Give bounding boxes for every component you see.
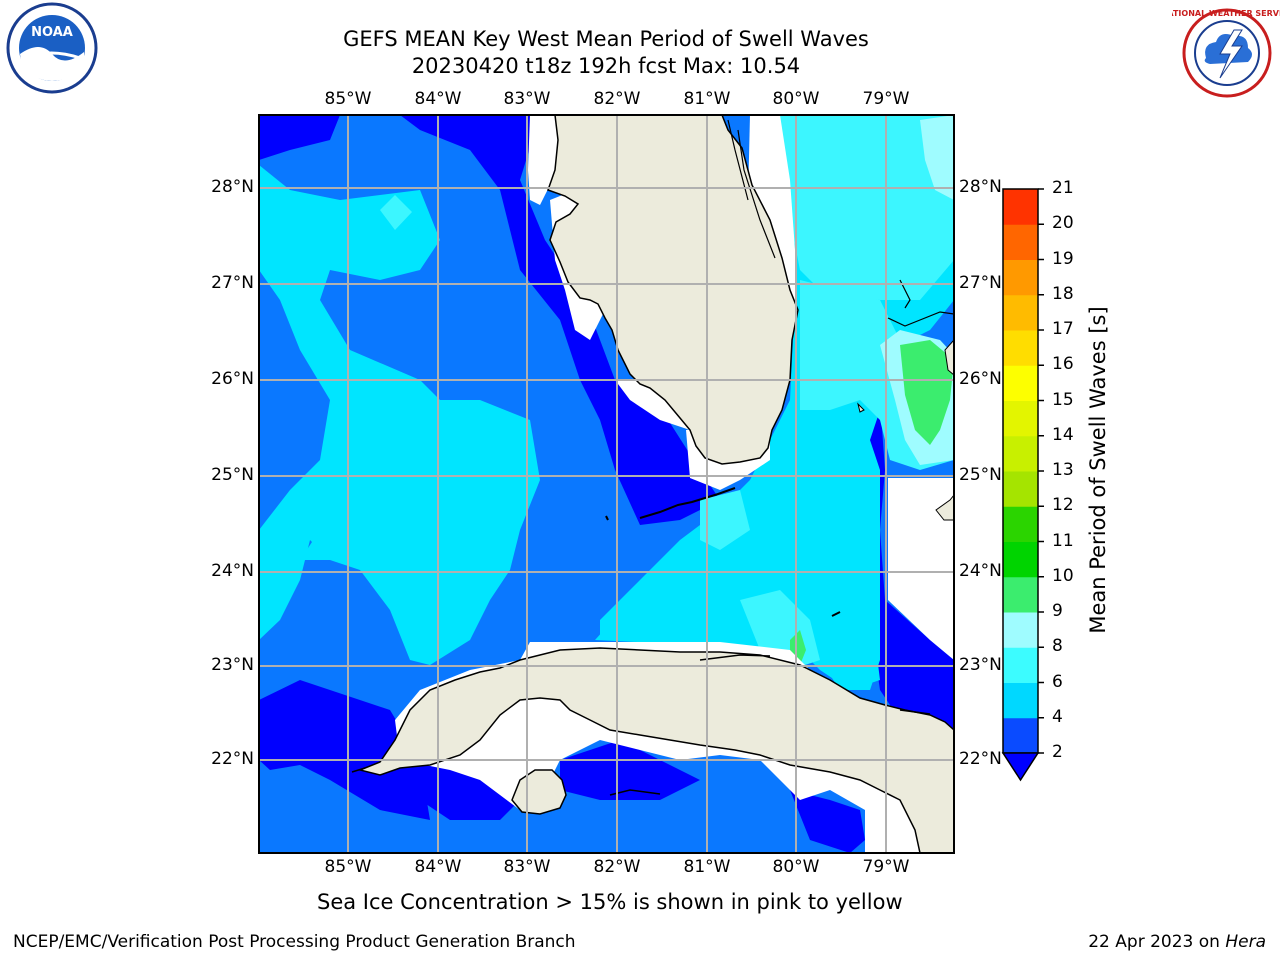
lat-label-right: 27°N	[959, 273, 1002, 293]
colorbar-segment	[1003, 189, 1038, 225]
colorbar-tick-label: 20	[1052, 213, 1074, 234]
colorbar-tick-label: 13	[1052, 460, 1074, 480]
dark-blue-zone	[259, 680, 430, 820]
colorbar-segment	[1003, 365, 1038, 401]
dark-blue-zone	[560, 740, 700, 800]
colorbar-segment	[1003, 435, 1038, 472]
svg-text:NATIONAL WEATHER SERVICE: NATIONAL WEATHER SERVICE	[1172, 9, 1280, 18]
map-grid	[259, 115, 954, 853]
colorbar-tick-label: 9	[1052, 601, 1063, 621]
colorbar-tick-label: 16	[1052, 354, 1074, 375]
map-subtitle: 20230420 t18z 192h fcst Max: 10.54	[411, 54, 801, 78]
colorbar-segment	[1003, 576, 1038, 613]
no-data-area	[888, 478, 954, 660]
period-6-8-zone	[770, 115, 954, 300]
no-data-area	[528, 115, 560, 205]
colorbar-tick-label: 19	[1052, 248, 1074, 269]
lat-label-right: 25°N	[959, 465, 1002, 485]
lat-label-left: 28°N	[211, 177, 254, 197]
colorbar-extend-arrow	[1001, 752, 1040, 782]
lon-label-top: 79°W	[862, 89, 910, 109]
colorbar-tick-label: 11	[1052, 530, 1074, 551]
lat-label-right: 28°N	[959, 177, 1002, 197]
footer-credit: NCEP/EMC/Verification Post Processing Pr…	[13, 932, 576, 952]
nws-logo: NATIONAL WEATHER SERVICE	[1172, 8, 1280, 98]
colorbar-tick-label: 17	[1052, 319, 1074, 339]
colorbar-segment	[1003, 471, 1038, 507]
map-title: GEFS MEAN Key West Mean Period of Swell …	[343, 27, 869, 51]
lon-label-top: 83°W	[503, 89, 551, 109]
lat-label-right: 24°N	[959, 561, 1002, 581]
lon-label-top: 82°W	[593, 89, 641, 109]
colorbar-segment	[1003, 400, 1038, 437]
cuba-land	[357, 647, 954, 853]
lat-label-right: 23°N	[959, 655, 1002, 675]
lat-label-right: 26°N	[959, 369, 1002, 389]
footer-date-text: 22 Apr 2023 on	[1088, 932, 1220, 952]
colorbar-tick-label: 8	[1052, 636, 1063, 657]
colorbar-segment	[1003, 259, 1038, 296]
period-6-8-zone	[380, 195, 412, 230]
lat-label-left: 22°N	[211, 749, 254, 769]
period-9-10-zone	[900, 340, 954, 445]
lon-label-top: 85°W	[324, 89, 372, 109]
colorbar-segment	[1003, 717, 1038, 754]
colorbar-segment	[1003, 294, 1038, 331]
lat-label-left: 26°N	[211, 369, 254, 389]
period-4-6-zone	[300, 515, 380, 560]
footer-host: Hera	[1225, 932, 1266, 952]
lat-label-left: 24°N	[211, 561, 254, 581]
dark-blue-zone	[790, 790, 865, 853]
lon-label-bottom: 82°W	[593, 857, 641, 877]
colorbar-tick-label: 21	[1052, 178, 1074, 198]
dark-blue-zone	[259, 115, 340, 160]
colorbar-segment	[1003, 506, 1038, 542]
dark-blue-zone	[860, 350, 954, 740]
map-frame	[258, 114, 955, 854]
colorbar-label: Mean Period of Swell Waves [s]	[1086, 306, 1110, 634]
lon-label-bottom: 80°W	[772, 857, 820, 877]
colorbar-segment	[1003, 330, 1038, 366]
colorbar-tick-label: 2	[1052, 742, 1063, 762]
footer-date: 22 Apr 2023 on Hera	[1088, 932, 1266, 952]
svg-text:NOAA: NOAA	[31, 25, 73, 40]
colorbar-segment	[1003, 541, 1038, 578]
lon-label-top: 80°W	[772, 89, 820, 109]
sea-ice-caption: Sea Ice Concentration > 15% is shown in …	[317, 890, 903, 914]
colorbar-tick-label: 4	[1052, 706, 1063, 727]
florida-keys	[639, 487, 736, 519]
lon-label-bottom: 79°W	[862, 857, 910, 877]
period-8-9-zone	[920, 115, 954, 200]
lon-label-bottom: 83°W	[503, 857, 551, 877]
lon-label-bottom: 81°W	[683, 857, 731, 877]
noaa-logo: NOAA	[6, 2, 98, 94]
lon-label-top: 84°W	[414, 89, 462, 109]
colorbar-segment	[1003, 682, 1038, 719]
lat-label-left: 23°N	[211, 655, 254, 675]
colorbar-tick-label: 15	[1052, 389, 1074, 410]
colorbar-tick-label: 12	[1052, 495, 1074, 516]
colorbar	[1003, 188, 1044, 754]
colorbar-tick-label: 14	[1052, 424, 1074, 445]
colorbar-segment	[1003, 612, 1038, 648]
lat-label-left: 25°N	[211, 465, 254, 485]
bahamas-coast	[887, 311, 954, 327]
colorbar-segment	[1003, 224, 1038, 260]
lon-label-top: 81°W	[683, 89, 731, 109]
period-6-8-zone	[700, 490, 750, 550]
dark-blue-zone	[400, 115, 720, 525]
lat-label-right: 22°N	[959, 749, 1002, 769]
lat-label-left: 27°N	[211, 273, 254, 293]
colorbar-tick-label: 10	[1052, 565, 1074, 586]
colorbar-segment	[1003, 647, 1038, 683]
lon-label-bottom: 84°W	[414, 857, 462, 877]
colorbar-tick-label: 6	[1052, 671, 1063, 692]
colorbar-tick-label: 18	[1052, 283, 1074, 304]
lon-label-bottom: 85°W	[324, 857, 372, 877]
